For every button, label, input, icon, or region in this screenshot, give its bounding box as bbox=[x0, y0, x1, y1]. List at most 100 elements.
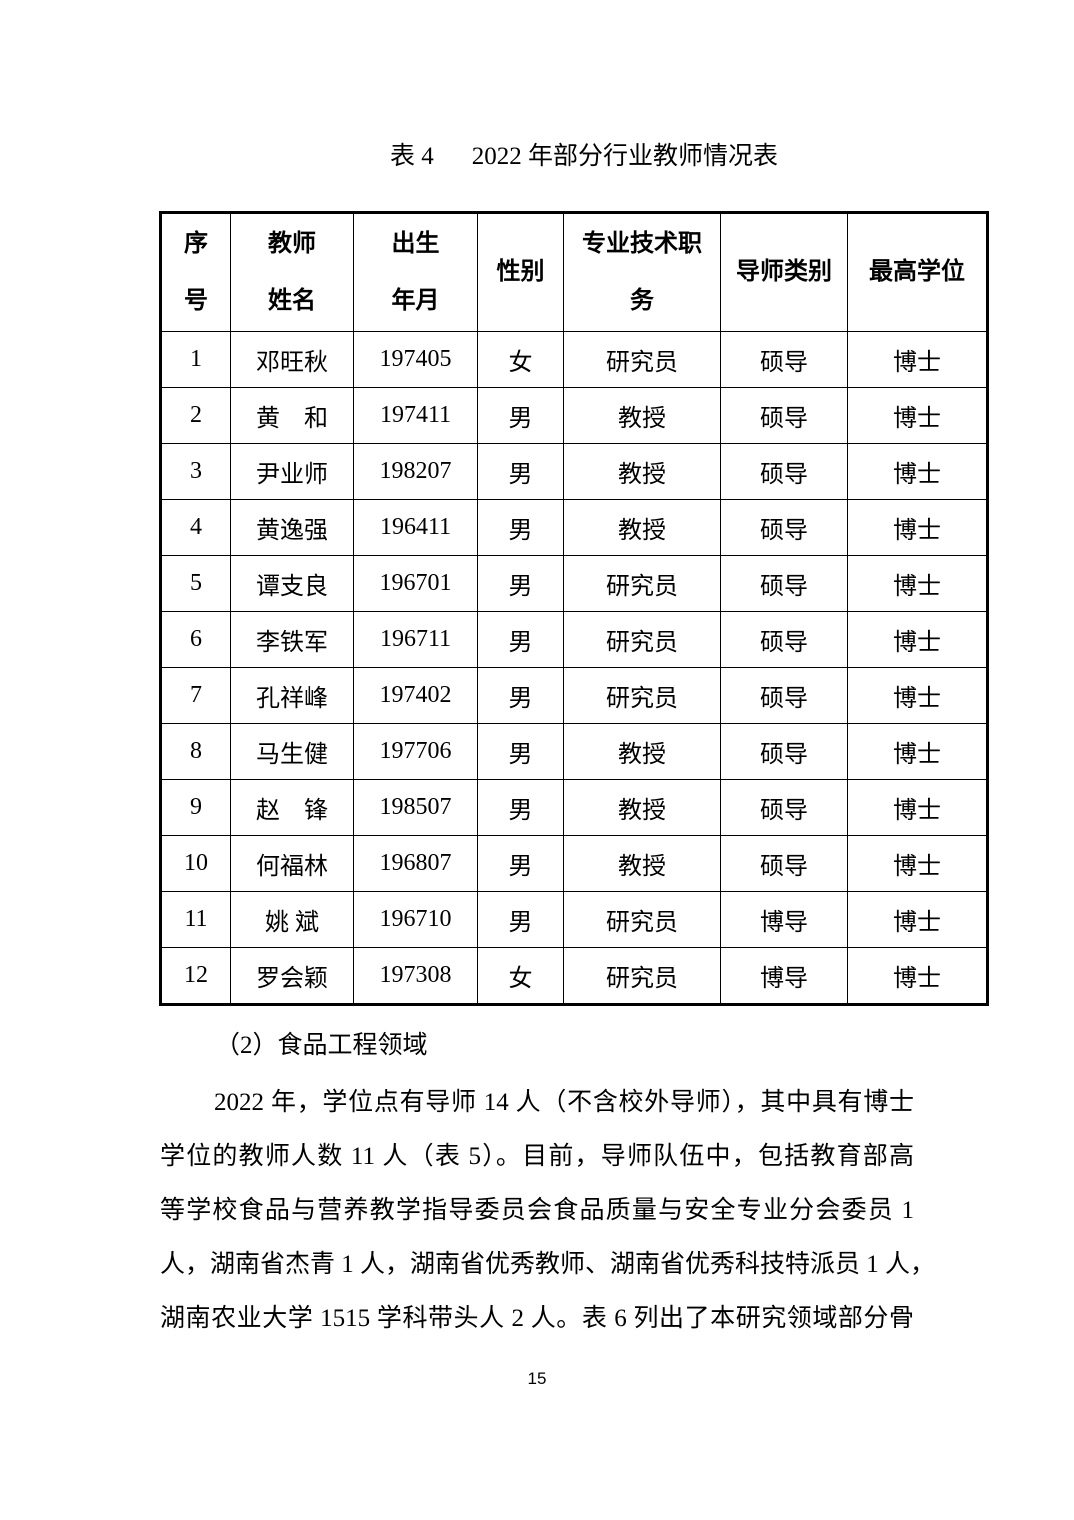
table-cell: 硕导 bbox=[720, 555, 848, 612]
table-cell: 197405 bbox=[353, 331, 478, 388]
table-cell: 孔祥峰 bbox=[230, 667, 354, 724]
column-header-line: 序 bbox=[184, 230, 208, 257]
column-header: 序号 bbox=[160, 212, 231, 332]
table-row: 7 孔祥峰 197402 男研究员 硕导 博士 bbox=[160, 667, 988, 724]
column-header: 性别 bbox=[477, 212, 564, 332]
table-cell: 赵 锋 bbox=[230, 779, 354, 836]
column-header-line: 最高学位 bbox=[869, 259, 965, 285]
table-cell: 教授 bbox=[563, 499, 721, 556]
table-cell: 196411 bbox=[353, 499, 478, 556]
paragraph-line: 湖南农业大学 1515 学科带头人 2 人。表 6 列出了本研究领域部分骨 bbox=[160, 1305, 914, 1332]
table-cell: 研究员 bbox=[563, 331, 721, 388]
column-header-line: 号 bbox=[184, 287, 208, 314]
table-caption-label: 表 4 bbox=[390, 143, 434, 170]
table-cell: 博士 bbox=[847, 779, 988, 836]
table-cell: 博导 bbox=[720, 891, 848, 948]
table-cell: 硕导 bbox=[720, 387, 848, 444]
table-body: 1 邓旺秋 197405 女研究员 硕导 博士 2 黄 和 197411 男教授 硕导 博士 3 尹业师 1… bbox=[160, 331, 988, 1005]
column-header-line: 年月 bbox=[391, 287, 440, 314]
table-cell: 博士 bbox=[847, 891, 988, 948]
table-cell: 7 bbox=[160, 667, 231, 724]
table-cell: 3 bbox=[160, 443, 231, 500]
table-cell: 男 bbox=[477, 835, 564, 892]
table-cell: 男 bbox=[477, 723, 564, 780]
table-cell: 硕导 bbox=[720, 611, 848, 668]
table-cell: 197706 bbox=[353, 723, 478, 780]
table-cell: 马生健 bbox=[230, 723, 354, 780]
table-cell: 198507 bbox=[353, 779, 478, 836]
table-cell: 女 bbox=[477, 947, 564, 1005]
table-cell: 尹业师 bbox=[230, 443, 354, 500]
table-cell: 教授 bbox=[563, 835, 721, 892]
table-cell: 研究员 bbox=[563, 611, 721, 668]
table-cell: 197411 bbox=[353, 387, 478, 444]
table-row: 8 马生健 197706 男教授 硕导 博士 bbox=[160, 723, 988, 780]
column-header: 出生 年月 bbox=[353, 212, 478, 332]
table-row: 1 邓旺秋 197405 女研究员 硕导 博士 bbox=[160, 331, 988, 388]
section-subheading: （2）食品工程领域 bbox=[215, 1032, 428, 1059]
table-row: 3 尹业师 198207 男教授 硕导 博士 bbox=[160, 443, 988, 500]
table-cell: 博导 bbox=[720, 947, 848, 1005]
table-cell: 11 bbox=[160, 891, 231, 948]
table-row: 10 何福林 196807 男教授 硕导 博士 bbox=[160, 835, 988, 892]
table-cell: 男 bbox=[477, 891, 564, 948]
column-header-line: 性别 bbox=[496, 259, 545, 285]
table-cell: 女 bbox=[477, 331, 564, 388]
teacher-table: 序号教师 姓名 出生 年月 性别 专业技术职务导师类别 最高学位 1 邓旺秋 197405 女研究… bbox=[159, 211, 989, 1006]
table-cell: 罗会颖 bbox=[230, 947, 354, 1005]
table-cell: 10 bbox=[160, 835, 231, 892]
table-cell: 男 bbox=[477, 387, 564, 444]
table-header-row: 序号教师 姓名 出生 年月 性别 专业技术职务导师类别 最高学位 bbox=[160, 212, 988, 332]
table-row: 6 李铁军 196711 男研究员 硕导 博士 bbox=[160, 611, 988, 668]
table-cell: 12 bbox=[160, 947, 231, 1005]
table-cell: 研究员 bbox=[563, 947, 721, 1005]
table-cell: 博士 bbox=[847, 667, 988, 724]
table-cell: 男 bbox=[477, 779, 564, 836]
table-cell: 黄 和 bbox=[230, 387, 354, 444]
column-header: 专业技术职务 bbox=[563, 212, 721, 332]
table-cell: 男 bbox=[477, 499, 564, 556]
table-cell: 男 bbox=[477, 611, 564, 668]
table-cell: 197402 bbox=[353, 667, 478, 724]
table-row: 4 黄逸强 196411 男教授 硕导 博士 bbox=[160, 499, 988, 556]
table-header: 序号教师 姓名 出生 年月 性别 专业技术职务导师类别 最高学位 bbox=[160, 212, 988, 332]
table-cell: 198207 bbox=[353, 443, 478, 500]
column-header: 最高学位 bbox=[847, 212, 988, 332]
table-cell: 博士 bbox=[847, 387, 988, 444]
table-cell: 何福林 bbox=[230, 835, 354, 892]
table-cell: 博士 bbox=[847, 555, 988, 612]
table-cell: 硕导 bbox=[720, 331, 848, 388]
table-cell: 李铁军 bbox=[230, 611, 354, 668]
table-row: 11 姚 斌 196710 男研究员 博导 博士 bbox=[160, 891, 988, 948]
table-cell: 196807 bbox=[353, 835, 478, 892]
table-cell: 姚 斌 bbox=[230, 891, 354, 948]
table-cell: 教授 bbox=[563, 443, 721, 500]
table-cell: 硕导 bbox=[720, 443, 848, 500]
table-cell: 197308 bbox=[353, 947, 478, 1005]
table-cell: 9 bbox=[160, 779, 231, 836]
column-header-line: 专业技术职 bbox=[582, 230, 702, 257]
table-cell: 硕导 bbox=[720, 835, 848, 892]
paragraph-line: 学位的教师人数 11 人（表 5）。目前，导师队伍中，包括教育部高 bbox=[160, 1143, 914, 1170]
table-cell: 博士 bbox=[847, 723, 988, 780]
table-cell: 硕导 bbox=[720, 723, 848, 780]
table-cell: 谭支良 bbox=[230, 555, 354, 612]
column-header: 教师 姓名 bbox=[230, 212, 354, 332]
table-cell: 研究员 bbox=[563, 555, 721, 612]
paragraph-line: 2022 年，学位点有导师 14 人（不含校外导师），其中具有博士 bbox=[214, 1089, 914, 1116]
table-cell: 教授 bbox=[563, 779, 721, 836]
table-cell: 黄逸强 bbox=[230, 499, 354, 556]
table-cell: 博士 bbox=[847, 331, 988, 388]
table-cell: 博士 bbox=[847, 835, 988, 892]
table-cell: 研究员 bbox=[563, 891, 721, 948]
table-cell: 硕导 bbox=[720, 499, 848, 556]
table-cell: 教授 bbox=[563, 387, 721, 444]
table-cell: 8 bbox=[160, 723, 231, 780]
table-cell: 196701 bbox=[353, 555, 478, 612]
table-cell: 博士 bbox=[847, 947, 988, 1005]
paragraph-line: 人，湖南省杰青 1 人，湖南省优秀教师、湖南省优秀科技特派员 1 人， bbox=[160, 1251, 936, 1278]
table-cell: 1 bbox=[160, 331, 231, 388]
